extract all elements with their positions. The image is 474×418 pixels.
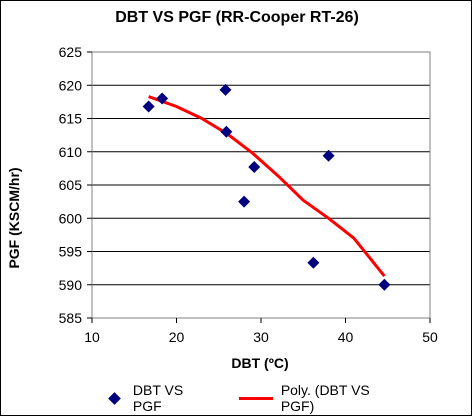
x-tick-label: 50 [422,329,438,345]
x-axis-ticks: 10 20 30 40 50 [84,318,438,345]
x-tick-label: 10 [84,329,100,345]
y-tick-label: 600 [59,210,83,226]
y-tick-label: 605 [59,177,83,193]
gridlines [92,51,430,319]
data-point-5 [248,161,261,174]
y-tick-label: 585 [59,310,83,326]
y-tick-label: 615 [59,111,83,127]
x-axis-label: DBT (ºC) [231,355,289,371]
x-tick-label: 20 [169,329,185,345]
data-point-8 [378,278,391,291]
y-tick-label: 620 [59,77,83,93]
legend-item-trend: Poly. (DBT VS PGF) [239,382,406,414]
y-tick-label: 590 [59,277,83,293]
data-point-1 [156,92,169,105]
trendline-swatch-icon [239,396,273,400]
x-tick-label: 30 [253,329,269,345]
legend-item-points: DBT VS PGF [108,382,215,414]
data-point-3 [220,125,233,138]
legend-label-trend: Poly. (DBT VS PGF) [280,382,370,414]
trendline [148,95,386,278]
data-point-2 [219,83,232,96]
series-layer [142,83,391,291]
diamond-marker-icon [108,391,121,405]
y-tick-label: 610 [59,144,83,160]
data-point-4 [238,195,251,208]
legend: DBT VS PGF Poly. (DBT VS PGF) [108,382,430,414]
data-point-0 [142,100,155,113]
data-point-6 [307,256,320,269]
scatter-chart: 585 590 595 600 605 610 615 620 625 10 20 30 40 50 [59,44,438,345]
y-tick-label: 595 [59,244,83,260]
x-tick-label: 40 [338,329,354,345]
y-tick-label: 625 [59,44,83,60]
legend-label-points: DBT VS PGF [132,382,184,414]
y-axis-ticks: 585 590 595 600 605 610 615 620 625 [59,44,92,326]
chart-title: DBT VS PGF (RR-Cooper RT-26) [115,9,359,26]
data-point-7 [322,149,335,162]
